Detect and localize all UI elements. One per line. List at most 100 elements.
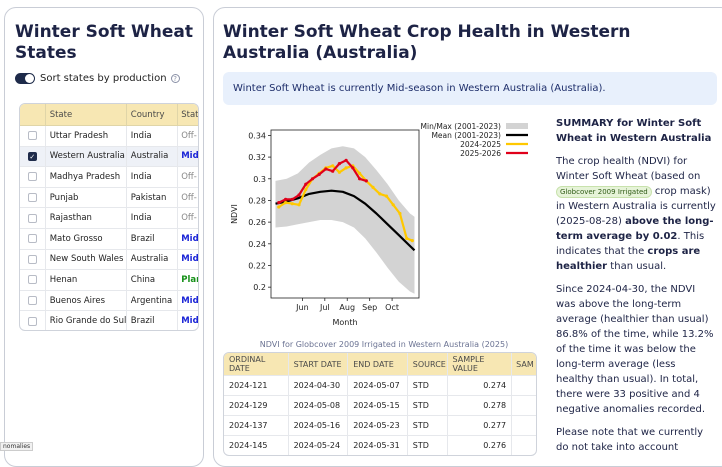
legend-label: 2025-2026 <box>460 149 501 158</box>
data-point <box>290 197 294 201</box>
column-header-source[interactable]: SOURCE <box>408 353 448 375</box>
cell-source: STD <box>408 436 448 455</box>
summary-text: than usual. <box>607 261 667 272</box>
state-row[interactable]: Uttar Pradesh India Off- <box>20 126 198 147</box>
state-stage: Off- <box>181 213 197 224</box>
state-country: China <box>127 270 179 290</box>
row-checkbox[interactable] <box>27 296 37 306</box>
state-stage: Plar <box>181 274 198 285</box>
series-line <box>275 189 416 252</box>
x-tick-label: Jun <box>295 303 309 312</box>
state-name: Rajasthan <box>46 208 127 228</box>
plot-frame <box>270 129 420 299</box>
row-checkbox[interactable] <box>27 131 37 141</box>
state-country: India <box>127 167 179 187</box>
data-point <box>344 166 348 170</box>
column-header-ordinal-date[interactable]: ORDINAL DATE <box>224 353 289 375</box>
summary-text: The crop health (NDVI) for Winter Soft W… <box>556 156 701 182</box>
data-point <box>358 171 362 175</box>
row-checkbox[interactable] <box>27 316 37 326</box>
row-select-cell <box>20 249 46 270</box>
data-point <box>410 239 414 243</box>
x-tick-label: Jul <box>319 303 330 312</box>
row-checkbox[interactable] <box>27 275 37 285</box>
state-row[interactable]: Madhya Pradesh India Off- <box>20 167 198 188</box>
row-select-cell <box>20 167 46 187</box>
legend-label: Min/Max (2001-2023) <box>421 122 502 131</box>
row-checkbox[interactable] <box>27 213 37 223</box>
data-table-header: ORDINAL DATE START DATE END DATE SOURCE … <box>224 353 536 375</box>
data-point <box>324 167 328 171</box>
legend-swatch <box>506 123 528 129</box>
column-header-country[interactable]: Country <box>127 104 179 125</box>
row-select-cell <box>20 126 46 146</box>
cell-start-date: 2024-04-30 <box>289 376 349 395</box>
data-point <box>337 162 341 166</box>
state-row[interactable]: Punjab Pakistan Off- <box>20 187 198 209</box>
column-header-state[interactable]: State <box>46 104 127 125</box>
state-row[interactable]: HenanChinaPlar <box>20 270 198 291</box>
state-stage: Mid <box>181 233 199 244</box>
state-country: Brazil <box>127 311 179 330</box>
data-point <box>284 201 288 205</box>
table-row: 2024-145 2024-05-24 2024-05-31 STD 0.276 <box>224 435 536 455</box>
data-point <box>331 164 335 168</box>
data-point <box>284 197 288 201</box>
ndvi-chart-svg: 0.2 0.22 0.24 0.26 0.28 0.3 0.32 0.34 Jun Jul Aug S… <box>230 122 528 327</box>
cell-truncated <box>512 416 536 435</box>
data-point <box>297 203 301 207</box>
ndvi-chart: 0.2 0.22 0.24 0.26 0.28 0.3 0.32 0.34 Jun Jul Aug S… <box>223 118 545 349</box>
state-row[interactable]: ✓ Western Australia Australia Mid <box>20 146 198 168</box>
sort-toggle-label: Sort states by production <box>40 73 167 84</box>
row-select-cell: ✓ <box>20 146 46 167</box>
states-table-header: State Country Stat <box>20 104 198 126</box>
state-name: Western Australia <box>46 146 127 167</box>
row-checkbox[interactable]: ✓ <box>27 151 37 161</box>
summary-text: crop mask) in Western Australia is curre… <box>556 186 716 227</box>
state-row[interactable]: Buenos Aires Argentina Mid <box>20 290 199 312</box>
column-header-truncated[interactable]: SAM <box>516 359 534 369</box>
toggle-knob <box>25 74 34 83</box>
data-point <box>317 172 321 176</box>
cell-sample-value: 0.278 <box>448 396 513 415</box>
states-table: State Country Stat Uttar Pradesh India Off… <box>19 103 199 331</box>
column-header-end-date[interactable]: END DATE <box>348 353 408 375</box>
row-select-cell <box>20 311 46 330</box>
data-point <box>290 202 294 206</box>
state-row[interactable]: Rajasthan India Off- <box>20 208 198 229</box>
cell-sample-value: 0.276 <box>448 436 513 455</box>
state-stage: Mid <box>181 295 199 306</box>
help-icon[interactable]: ? <box>170 74 180 83</box>
data-point <box>304 182 308 186</box>
y-axis-label: NDVI <box>230 204 239 224</box>
table-row: 2024-121 2024-04-30 2024-05-07 STD 0.274 <box>224 375 536 395</box>
row-checkbox[interactable] <box>27 254 37 264</box>
column-header-stage[interactable]: Stat <box>181 109 199 120</box>
x-axis-label: Month <box>332 318 357 327</box>
cell-end-date: 2024-05-07 <box>348 376 408 395</box>
state-row[interactable]: Rio Grande do Sul Brazil Mid <box>20 311 198 330</box>
cell-start-date: 2024-05-08 <box>289 396 349 415</box>
ndvi-data-table: ORDINAL DATE START DATE END DATE SOURCE … <box>223 352 537 456</box>
state-stage: Off- <box>181 171 197 182</box>
y-tick-label: 0.2 <box>253 283 266 292</box>
state-row[interactable]: Mato Grosso Brazil Mid <box>20 228 199 250</box>
state-name: Uttar Pradesh <box>46 126 127 146</box>
row-checkbox[interactable] <box>27 193 37 203</box>
row-checkbox[interactable] <box>27 234 37 244</box>
state-country: India <box>127 208 179 228</box>
state-row[interactable]: New South Wales Australia Mid <box>20 249 198 271</box>
states-panel: Winter Soft Wheat States Sort states by … <box>4 7 204 467</box>
sort-toggle[interactable] <box>15 73 35 84</box>
row-checkbox[interactable] <box>27 172 37 182</box>
data-point <box>384 194 389 198</box>
state-country: Argentina <box>127 290 179 311</box>
data-point <box>277 201 281 205</box>
state-stage: Off- <box>181 192 197 203</box>
cell-start-date: 2024-05-16 <box>289 416 349 435</box>
cell-ordinal-date: 2024-137 <box>224 416 289 435</box>
column-header-start-date[interactable]: START DATE <box>289 353 349 375</box>
cell-truncated <box>512 376 536 395</box>
state-stage: Off- <box>181 130 197 141</box>
column-header-sample-value[interactable]: SAMPLE VALUE <box>448 353 513 375</box>
